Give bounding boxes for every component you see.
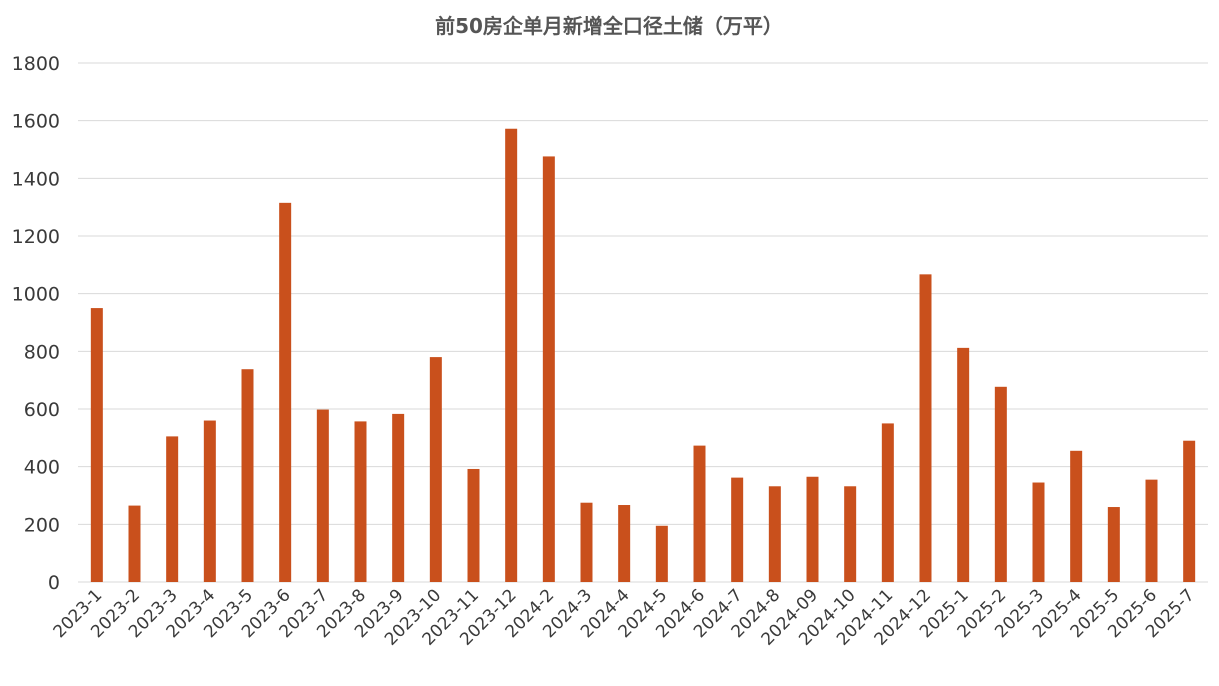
y-tick-label: 200 [24,514,60,536]
bar-2023-2 [128,505,141,582]
bar-2024-4 [618,505,631,582]
bar-2023-3 [166,436,179,582]
bar-2023-6 [279,202,292,582]
y-tick-label: 1200 [12,226,60,248]
bar-2023-8 [354,421,367,582]
y-tick-label: 1600 [12,111,60,133]
bar-2023-10 [429,357,442,582]
bar-2024-09 [806,476,819,582]
x-axis: 2023-12023-22023-32023-42023-52023-62023… [50,585,1199,649]
y-tick-label: 800 [24,341,60,363]
bar-2025-2 [994,386,1007,582]
y-tick-label: 1000 [12,284,60,306]
bar-2025-3 [1032,482,1045,582]
bar-2025-4 [1070,450,1083,582]
bar-2024-8 [768,486,781,582]
bar-2024-6 [693,445,706,582]
bar-2025-1 [957,347,970,582]
bar-2024-7 [731,477,744,582]
bar-2024-10 [844,486,857,582]
bar-2023-1 [90,308,103,582]
bar-2023-7 [316,409,329,582]
y-tick-label: 600 [24,399,60,421]
bar-2023-5 [241,369,254,582]
bar-2023-11 [467,468,480,582]
bar-2024-12 [919,274,932,582]
bar-2025-5 [1107,507,1120,582]
bar-2023-9 [392,413,405,582]
bar-2024-5 [655,525,668,582]
y-tick-label: 1800 [12,53,60,75]
bars [90,128,1196,583]
bar-2024-3 [580,502,593,582]
y-tick-label: 1400 [12,168,60,190]
chart-title: 前50房企单月新增全口径土储（万平） [435,14,783,38]
gridlines [78,62,1208,583]
bar-2025-7 [1183,440,1196,582]
y-tick-label: 400 [24,457,60,479]
bar-2025-6 [1145,479,1158,582]
bar-2023-12 [505,128,518,583]
y-tick-label: 0 [48,572,60,594]
bar-2024-11 [881,423,894,582]
bar-2024-2 [542,156,555,583]
y-axis: 0 200 400 600 800 1000 1200 1400 1600 1800 [12,53,60,594]
bar-2023-4 [203,420,216,582]
